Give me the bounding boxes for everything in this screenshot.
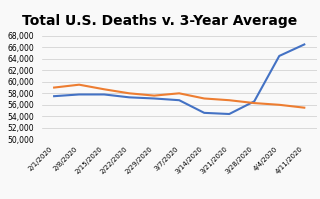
Deaths	[52, 95, 56, 97]
Deaths	[227, 113, 231, 115]
Expected Deaths	[252, 102, 256, 104]
Expected Deaths	[177, 92, 181, 95]
Expected Deaths	[277, 104, 281, 106]
Expected Deaths	[77, 84, 81, 86]
Text: Total U.S. Deaths v. 3-Year Average: Total U.S. Deaths v. 3-Year Average	[22, 14, 298, 28]
Deaths	[202, 112, 206, 114]
Expected Deaths	[227, 99, 231, 101]
Deaths	[302, 43, 306, 46]
Expected Deaths	[302, 106, 306, 109]
Expected Deaths	[127, 92, 131, 95]
Deaths	[127, 96, 131, 99]
Expected Deaths	[202, 97, 206, 100]
Deaths	[277, 55, 281, 57]
Deaths	[177, 99, 181, 101]
Expected Deaths	[152, 94, 156, 97]
Deaths	[102, 93, 106, 96]
Deaths	[152, 97, 156, 100]
Deaths	[77, 93, 81, 96]
Expected Deaths	[102, 88, 106, 91]
Line: Deaths: Deaths	[54, 44, 304, 114]
Line: Expected Deaths: Expected Deaths	[54, 85, 304, 108]
Expected Deaths	[52, 86, 56, 89]
Deaths	[252, 100, 256, 102]
